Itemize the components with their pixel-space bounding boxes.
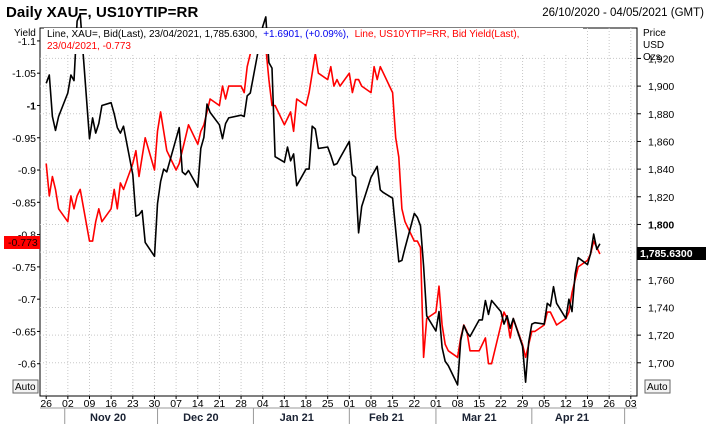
x-month-label: Jan 21 <box>280 412 314 424</box>
left-auto-label: Auto <box>15 382 36 393</box>
right-tick-label: 1,820 <box>648 192 674 204</box>
date-range: 26/10/2020 - 04/05/2021 (GMT) <box>542 7 704 19</box>
right-tick-label: 1,760 <box>648 275 674 287</box>
x-tick-label: 09 <box>84 398 96 410</box>
x-tick-label: 08 <box>365 398 377 410</box>
chart-title: Daily XAU=, US10YTIP=RR <box>6 4 199 21</box>
right-tick-label: 1,740 <box>648 302 674 314</box>
right-tick-label: 1,900 <box>648 81 674 93</box>
x-month-label: Dec 20 <box>183 412 218 424</box>
right-tick-label: 1,700 <box>648 358 674 370</box>
x-tick-label: 08 <box>452 398 464 410</box>
legend-yield: Line, US10YTIP=RR, Bid Yield(Last), <box>355 29 520 40</box>
legend-line-1: Line, XAU=, Bid(Last), 23/04/2021, 1,785… <box>47 29 519 40</box>
right-tick-label: 1,860 <box>648 136 674 148</box>
left-tick-label: -0.95 <box>12 133 36 145</box>
x-month-label: Mar 21 <box>462 412 497 424</box>
series-layer <box>45 13 601 386</box>
left-axis-ticks: -1.1-1.05-1-0.95-0.9-0.85-0.8-0.75-0.7-0… <box>12 36 40 371</box>
x-tick-label: 23 <box>127 398 139 410</box>
left-tick-label: -1.1 <box>18 36 36 48</box>
left-tick-label: -1 <box>27 100 36 112</box>
x-month-label: Apr 21 <box>555 412 589 424</box>
right-axis-ticks: 1,9201,9001,8801,8601,8401,8201,8001,780… <box>637 53 674 370</box>
x-tick-label: 29 <box>517 398 529 410</box>
x-tick-label: 11 <box>279 398 290 410</box>
yield-current-label: -0.773 <box>8 237 38 249</box>
x-tick-label: 04 <box>257 398 269 410</box>
right-tick-label: 1,840 <box>648 164 674 176</box>
left-tick-label: -0.7 <box>18 294 36 306</box>
gold-current-box <box>637 247 706 260</box>
left-tick-label: -0.85 <box>12 197 36 209</box>
x-tick-label: 22 <box>408 398 420 410</box>
x-axis-ticks: 26 02 09 16 23 30 07 14 21 28 04 11 18 25 01 08 15 22 01 08… <box>40 396 637 424</box>
right-tick-label: 1,800 <box>648 219 674 231</box>
x-tick-label: 14 <box>192 398 204 410</box>
x-tick-label: 21 <box>214 398 226 410</box>
left-tick-label: -0.6 <box>18 359 36 371</box>
yield-current-box <box>4 236 40 249</box>
x-tick-label: 07 <box>170 398 182 410</box>
right-axis-title-price: Price <box>643 28 666 39</box>
x-tick-label: 22 <box>495 398 507 410</box>
left-tick-label: -1.05 <box>12 68 36 80</box>
x-tick-label: 15 <box>473 398 485 410</box>
left-tick-label: -0.65 <box>12 326 36 338</box>
right-axis-title-currency: USD <box>643 40 664 51</box>
legend-background <box>44 28 583 54</box>
x-tick-label: 01 <box>343 398 355 410</box>
x-tick-label: 02 <box>62 398 74 410</box>
x-tick-label: 16 <box>105 398 117 410</box>
x-tick-label: 03 <box>625 398 637 410</box>
x-tick-label: 05 <box>538 398 550 410</box>
legend-line-2: 23/04/2021, -0.773 <box>47 41 131 52</box>
x-tick-label: 12 <box>560 398 572 410</box>
x-tick-label: 30 <box>149 398 161 410</box>
grid-lines <box>40 28 637 396</box>
right-auto-button[interactable] <box>644 379 671 394</box>
left-tick-label: -0.9 <box>18 165 36 177</box>
right-auto-label: Auto <box>647 382 668 393</box>
x-month-label: Feb 21 <box>369 412 404 424</box>
right-tick-label: 1,920 <box>648 53 674 65</box>
series-line-us10ytip-rr <box>45 40 601 365</box>
legend-xau-change: +1.6901, (+0.09%), <box>263 29 349 40</box>
x-month-label: Nov 20 <box>90 412 126 424</box>
x-tick-label: 28 <box>235 398 247 410</box>
series-line-xau- <box>45 13 601 386</box>
left-tick-label: -0.75 <box>12 262 36 274</box>
x-tick-label: 26 <box>603 398 615 410</box>
right-axis-title-unit: Ozs <box>643 52 661 63</box>
x-tick-label: 15 <box>387 398 399 410</box>
right-tick-label: 1,880 <box>648 109 674 121</box>
left-axis-title: Yield <box>14 28 36 39</box>
legend-xau: Line, XAU=, Bid(Last), 23/04/2021, 1,785… <box>47 29 257 40</box>
x-tick-label: 19 <box>582 398 594 410</box>
left-auto-button[interactable] <box>12 379 39 394</box>
x-tick-label: 25 <box>322 398 334 410</box>
gold-current-label: 1,785.6300 <box>640 248 693 260</box>
x-tick-label: 01 <box>430 398 442 410</box>
x-tick-label: 26 <box>40 398 52 410</box>
x-tick-label: 18 <box>300 398 312 410</box>
right-tick-label: 1,720 <box>648 330 674 342</box>
